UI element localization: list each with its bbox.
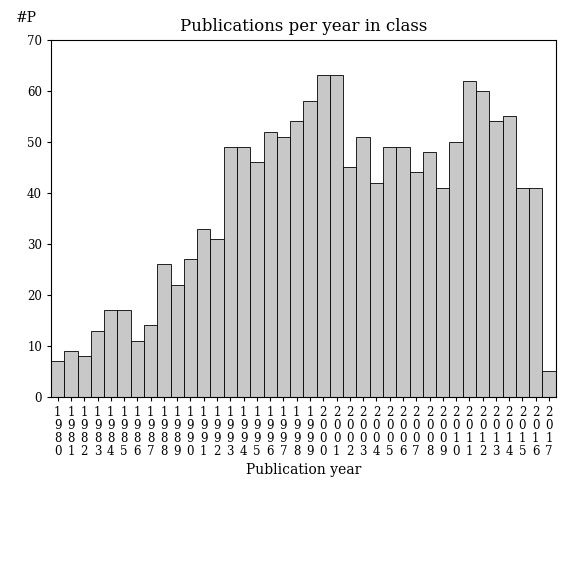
Bar bbox=[489, 121, 502, 397]
Title: Publications per year in class: Publications per year in class bbox=[180, 18, 427, 35]
Bar bbox=[409, 172, 423, 397]
Bar bbox=[184, 259, 197, 397]
Bar bbox=[450, 142, 463, 397]
Bar bbox=[343, 167, 357, 397]
Bar bbox=[463, 81, 476, 397]
Bar bbox=[264, 132, 277, 397]
Bar bbox=[476, 91, 489, 397]
Bar bbox=[131, 341, 144, 397]
Bar bbox=[78, 356, 91, 397]
Bar bbox=[104, 310, 117, 397]
Bar bbox=[396, 147, 409, 397]
Bar bbox=[51, 361, 64, 397]
Bar bbox=[144, 325, 157, 397]
Bar bbox=[516, 188, 529, 397]
Bar bbox=[423, 152, 436, 397]
Bar bbox=[330, 75, 343, 397]
Bar bbox=[357, 137, 370, 397]
Bar bbox=[502, 116, 516, 397]
X-axis label: Publication year: Publication year bbox=[246, 463, 361, 477]
Bar bbox=[171, 285, 184, 397]
Bar bbox=[383, 147, 396, 397]
Bar bbox=[543, 371, 556, 397]
Bar bbox=[303, 101, 316, 397]
Bar bbox=[436, 188, 450, 397]
Bar bbox=[529, 188, 543, 397]
Bar bbox=[290, 121, 303, 397]
Bar bbox=[117, 310, 131, 397]
Bar bbox=[157, 264, 171, 397]
Bar bbox=[210, 239, 223, 397]
Bar bbox=[197, 229, 210, 397]
Text: #P: #P bbox=[16, 11, 37, 26]
Bar bbox=[277, 137, 290, 397]
Bar bbox=[370, 183, 383, 397]
Bar bbox=[91, 331, 104, 397]
Bar bbox=[237, 147, 250, 397]
Bar bbox=[64, 351, 78, 397]
Bar bbox=[223, 147, 237, 397]
Bar bbox=[316, 75, 330, 397]
Bar bbox=[250, 162, 264, 397]
